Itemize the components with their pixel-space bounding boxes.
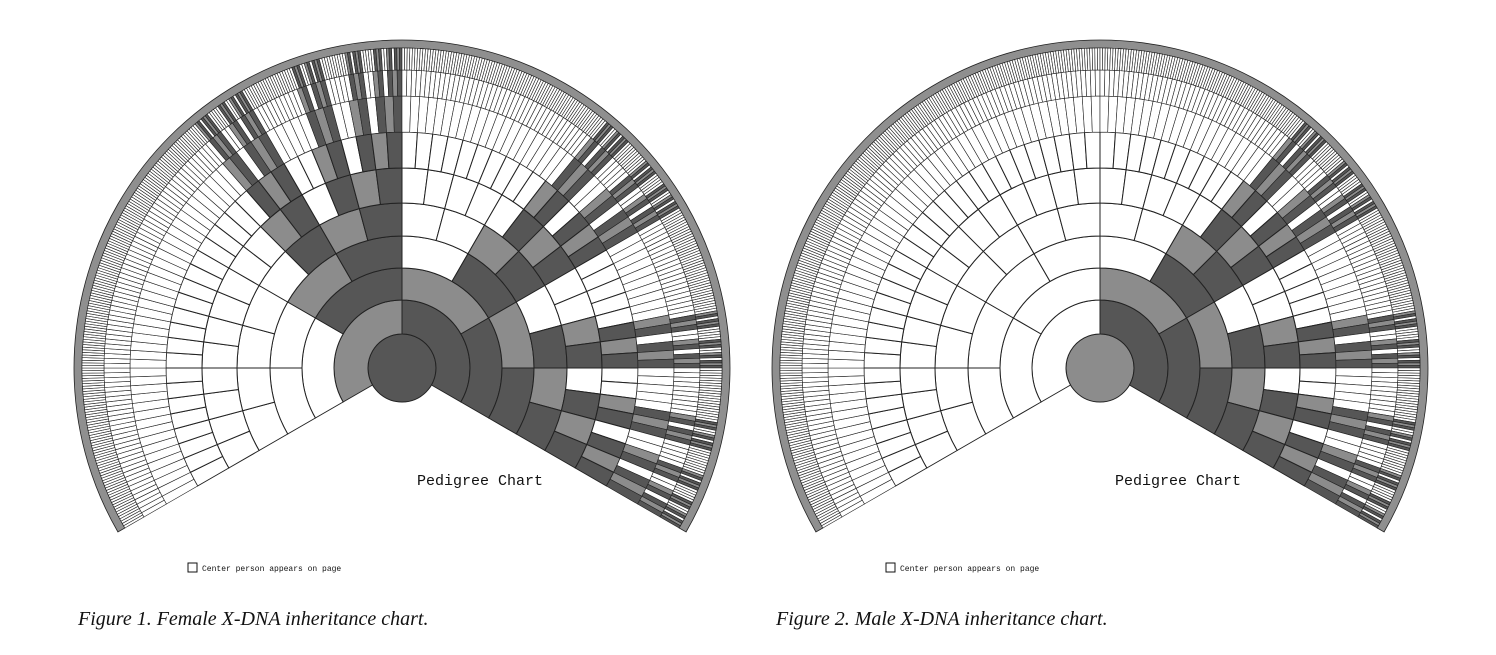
ancestor-cell — [103, 372, 131, 379]
ancestor-cell — [129, 367, 167, 378]
ancestor-cell — [637, 358, 675, 369]
ancestor-cell — [1335, 367, 1373, 378]
ancestor-cell — [391, 69, 398, 97]
ancestor-cell — [863, 367, 901, 384]
ancestor-cell — [401, 95, 412, 133]
ancestor-cell — [801, 367, 829, 374]
ancestor-cell — [1099, 69, 1106, 97]
ancestor-cell — [1335, 358, 1373, 369]
female-pedigree-fan-chart: Pedigree Chart Center person appears on p… — [73, 39, 731, 574]
ancestor-cell — [1089, 69, 1096, 97]
ancestor-cell — [103, 362, 131, 369]
chart-title: Pedigree Chart — [417, 473, 543, 490]
ancestor-cell — [81, 367, 105, 371]
legend-checkbox-icon — [187, 562, 198, 573]
ancestor-cell — [1073, 167, 1101, 205]
legend-label: Center person appears on page — [202, 565, 341, 574]
ancestor-cell — [827, 358, 865, 369]
ancestor-cell — [1299, 352, 1337, 369]
ancestor-cell — [392, 95, 403, 133]
ancestor-cell — [673, 357, 701, 364]
ancestor-cell — [1084, 131, 1101, 169]
ancestor-cell — [673, 367, 701, 374]
figure-caption: Figure 2. Male X-DNA inheritance chart. — [776, 608, 1108, 630]
ancestor-cell — [659, 514, 681, 529]
ancestor-cell — [637, 367, 675, 378]
chart-title: Pedigree Chart — [1115, 473, 1241, 490]
ancestor-cell — [1371, 362, 1399, 369]
ancestor-cell — [1371, 357, 1399, 364]
ancestor-cell — [779, 367, 803, 371]
ancestor-cell — [396, 69, 403, 97]
ancestor-cell — [1097, 47, 1101, 71]
ancestor-cell — [801, 372, 829, 379]
ancestor-cell — [1094, 69, 1101, 97]
ancestor-cell — [201, 367, 239, 395]
figure-male-chart: Pedigree Chart Center person appears on p… — [748, 0, 1496, 655]
figure-caption: Figure 1. Female X-DNA inheritance chart… — [78, 608, 429, 630]
ancestor-cell — [899, 367, 937, 395]
ancestor-cell — [399, 47, 403, 71]
ancestor-cell — [103, 367, 131, 374]
male-pedigree-fan-chart: Pedigree Chart Center person appears on p… — [771, 39, 1429, 574]
ancestor-cell — [1090, 95, 1101, 133]
legend-label: Center person appears on page — [900, 565, 1039, 574]
ancestor-cell — [375, 167, 403, 205]
ancestor-cell — [801, 362, 829, 369]
ancestor-cell — [601, 352, 639, 369]
ancestor-cell — [129, 358, 167, 369]
ancestor-cell — [401, 69, 408, 97]
ancestor-cell — [1397, 365, 1421, 369]
figure-female-chart: Pedigree Chart Center person appears on p… — [73, 39, 731, 630]
ancestor-cell — [165, 367, 203, 384]
ancestor-cell — [1263, 341, 1301, 369]
ancestor-cell — [386, 131, 403, 169]
ancestor-cell — [1357, 514, 1379, 529]
ancestor-cell — [1099, 95, 1110, 133]
ancestor-cell — [827, 367, 865, 378]
ancestor-cell — [1371, 367, 1399, 374]
legend-checkbox-icon — [885, 562, 896, 573]
ancestor-cell — [673, 362, 701, 369]
ancestor-cell — [565, 341, 603, 369]
